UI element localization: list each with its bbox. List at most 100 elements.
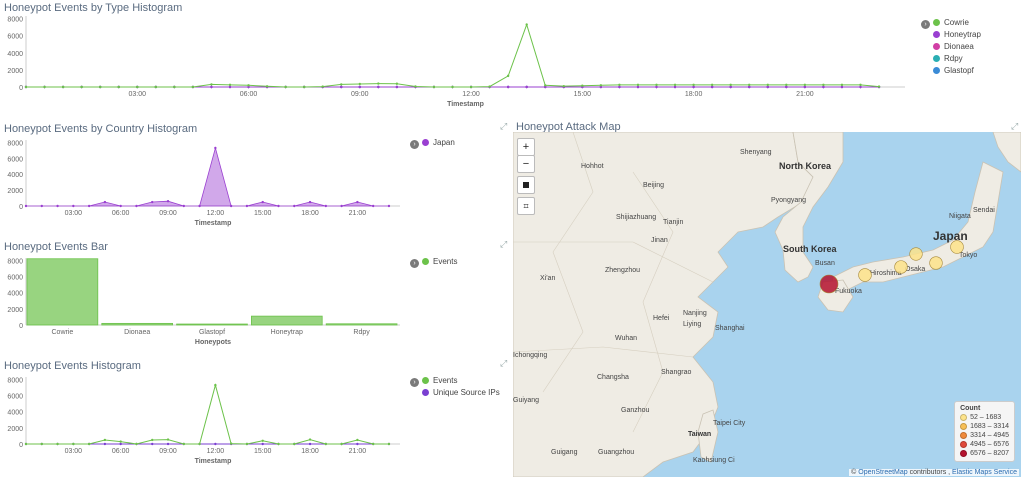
legend-label: Glastopf (944, 65, 974, 75)
legend-item[interactable]: Events (422, 374, 500, 386)
map-legend-dot-icon (960, 414, 968, 421)
data-point (166, 200, 170, 203)
bar (325, 323, 398, 326)
events-hist-chart: 0 2000 4000 6000 8000 03:00 06:00 09:00 12:00 15:… (7, 377, 400, 465)
data-point (822, 85, 825, 89)
y-tick-label: 6000 (7, 34, 23, 41)
data-point (135, 204, 138, 208)
attack-map[interactable]: Shenyang Hohhot Beijing Pyongyang Shijia… (513, 132, 1021, 477)
category-label: Cowrie (52, 329, 74, 336)
legend-dot-icon (422, 376, 429, 384)
map-legend-label: 52 – 1683 (970, 414, 1002, 421)
city-zhengzhou: Zhengzhou (605, 267, 640, 274)
x-axis-label: Timestamp (195, 220, 232, 227)
legend-item[interactable]: Japan (422, 136, 455, 148)
zoom-out-button[interactable]: − (517, 155, 535, 173)
data-point (151, 438, 154, 442)
series-line (26, 23, 880, 88)
data-point (261, 439, 264, 442)
y-tick-label: 8000 (7, 140, 23, 147)
legend-dot-icon (422, 257, 429, 265)
crop-icon: ⌗ (523, 201, 529, 211)
data-point (24, 442, 28, 446)
category-label: Honeytrap (271, 329, 303, 336)
map-expand-icon[interactable]: ⤢ (1011, 121, 1019, 131)
draw-rectangle-button[interactable] (517, 176, 535, 194)
data-point (324, 204, 328, 208)
data-point (261, 200, 264, 204)
data-point (103, 438, 107, 442)
city-osaka: Osaka (905, 266, 925, 273)
data-point (506, 85, 510, 89)
data-point (87, 442, 91, 446)
legend-item[interactable]: Glastopf (933, 64, 981, 76)
legend-item[interactable]: Events (422, 255, 457, 267)
legend-item[interactable]: Dionaea (933, 40, 981, 52)
city-hiroshima: Hiroshima (870, 270, 902, 277)
data-point (432, 85, 436, 89)
data-point (387, 442, 391, 446)
bar-legend-toggle-icon[interactable]: › (410, 259, 419, 268)
osm-link[interactable]: OpenStreetMap (858, 469, 908, 476)
data-point (748, 85, 751, 89)
bar (176, 323, 248, 326)
data-point (710, 85, 714, 89)
city-sendai: Sendai (973, 207, 995, 214)
city-taipei: Taipei City (713, 420, 746, 427)
legend-item[interactable]: Honeytrap (933, 28, 981, 40)
y-tick-label: 8000 (7, 258, 23, 265)
country-expand-icon[interactable]: ⤢ (500, 121, 508, 131)
y-tick-label: 0 (19, 323, 23, 330)
data-point (673, 83, 677, 87)
data-point (785, 83, 788, 87)
legend-item[interactable]: Rdpy (933, 52, 981, 64)
legend-label: Cowrie (944, 17, 969, 27)
country-legend-toggle-icon[interactable]: › (410, 140, 419, 149)
legend-dot-icon (933, 18, 940, 26)
legend-item[interactable]: Unique Source IPs (422, 386, 500, 398)
data-point (214, 383, 217, 387)
x-tick-label: 03:00 (65, 448, 83, 455)
data-point (748, 83, 751, 87)
attack-marker (950, 240, 964, 254)
y-tick-label: 6000 (7, 156, 23, 163)
data-point (261, 442, 264, 446)
events-legend-toggle-icon[interactable]: › (410, 378, 419, 387)
city-guangzhou: Guangzhou (598, 449, 634, 456)
city-tianjin: Tianjin (663, 219, 683, 226)
data-point (877, 85, 881, 88)
data-point (182, 442, 186, 446)
bar-expand-icon[interactable]: ⤢ (500, 239, 508, 249)
country-hist-title: Honeypot Events by Country Histogram (4, 123, 198, 135)
data-point (822, 83, 825, 87)
data-point (293, 204, 296, 208)
events-expand-icon[interactable]: ⤢ (500, 358, 508, 368)
map-legend-item: 4945 – 6576 (960, 440, 1009, 449)
type-legend-toggle-icon[interactable]: › (921, 20, 930, 29)
attack-marker (819, 274, 839, 294)
ems-link[interactable]: Elastic Maps Service (952, 469, 1017, 476)
data-point (840, 85, 844, 89)
x-tick-label: 09:00 (159, 448, 177, 455)
legend-label: Dionaea (944, 41, 974, 51)
data-point (371, 204, 375, 208)
data-point (358, 82, 361, 86)
legend-item[interactable]: Cowrie (933, 16, 981, 28)
data-point (24, 204, 28, 208)
data-point (655, 83, 658, 87)
city-changsha: Changsha (597, 374, 629, 381)
x-tick-label: 12:00 (207, 448, 225, 455)
zoom-in-button[interactable]: + (517, 138, 535, 156)
attack-markers (819, 240, 964, 294)
data-point (729, 85, 732, 89)
fit-bounds-button[interactable]: ⌗ (517, 197, 535, 215)
data-point (198, 204, 201, 208)
data-point (87, 204, 91, 208)
map-legend-item: 1683 – 3314 (960, 422, 1009, 431)
country-south-korea: South Korea (783, 244, 837, 254)
data-point (525, 23, 528, 26)
data-point (61, 85, 65, 89)
data-point (136, 85, 139, 89)
data-point (72, 204, 75, 208)
city-shanghai: Shanghai (715, 325, 745, 332)
